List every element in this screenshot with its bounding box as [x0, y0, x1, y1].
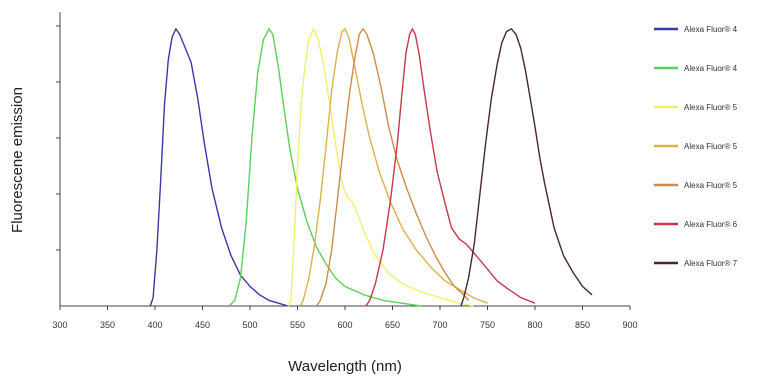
series-line-5	[365, 28, 536, 307]
x-tick-label: 550	[290, 320, 305, 330]
legend-label-6: Alexa Fluor® 7	[684, 259, 738, 268]
series-line-4	[315, 28, 470, 307]
x-tick-label: 600	[337, 320, 352, 330]
y-axis-title: Fluorescene emission	[9, 87, 26, 233]
series-line-3	[299, 28, 488, 307]
series-line-0	[149, 28, 289, 307]
legend: Alexa Fluor® 4 Alexa Fluor® 4 Alexa Fluor®…	[654, 25, 738, 268]
x-tick-label: 850	[575, 320, 590, 330]
axes	[59, 12, 630, 307]
x-tick-label: 700	[432, 320, 447, 330]
series-line-1	[228, 28, 422, 307]
legend-label-3: Alexa Fluor® 5	[684, 142, 738, 151]
x-tick-label: 500	[242, 320, 257, 330]
x-tick-label: 900	[622, 320, 637, 330]
legend-label-0: Alexa Fluor® 4	[684, 25, 738, 34]
series-line-6	[460, 28, 593, 307]
legend-label-1: Alexa Fluor® 4	[684, 64, 738, 73]
x-tick-label: 450	[195, 320, 210, 330]
x-tick-label: 300	[52, 320, 67, 330]
legend-label-5: Alexa Fluor® 6	[684, 220, 738, 229]
series-line-2	[287, 28, 474, 307]
x-axis-title: Wavelength (nm)	[288, 358, 402, 375]
legend-label-2: Alexa Fluor® 5	[684, 103, 738, 112]
legend-label-4: Alexa Fluor® 5	[684, 181, 738, 190]
x-tick-label: 650	[385, 320, 400, 330]
x-tick-label: 750	[480, 320, 495, 330]
x-tick-label: 350	[100, 320, 115, 330]
series-lines	[149, 28, 593, 307]
x-ticks: 300 350 400 450 500 550 600 650 700 750 800 850 900	[52, 306, 638, 330]
x-tick-label: 400	[147, 320, 162, 330]
x-tick-label: 800	[527, 320, 542, 330]
y-ticks	[56, 25, 60, 251]
